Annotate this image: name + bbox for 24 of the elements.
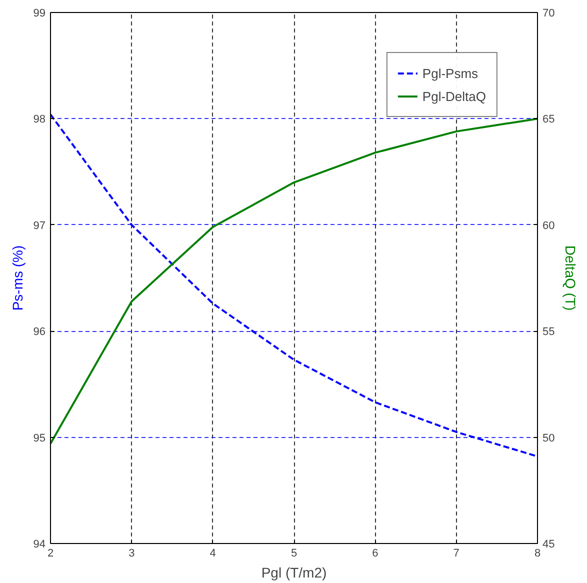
x-tick-label: 3 [128, 548, 135, 560]
y2-tick-label: 45 [542, 538, 555, 550]
y2-tick-label: 65 [542, 114, 555, 126]
x-tick-label: 8 [534, 548, 541, 560]
y-tick-label: 98 [33, 114, 46, 126]
x-tick-label: 4 [210, 548, 216, 560]
legend-label: Pgl-Psms [422, 66, 478, 80]
y-tick-label: 96 [33, 326, 46, 338]
y-tick-label: 94 [33, 538, 46, 550]
y2-tick-label: 60 [542, 220, 555, 232]
y2-tick-label: 50 [542, 432, 555, 444]
y-tick-label: 97 [33, 220, 46, 232]
x-tick-label: 5 [290, 548, 298, 560]
y-tick-label: 95 [33, 432, 46, 444]
legend-label: Pgl-DeltaQ [422, 88, 486, 104]
y2-tick-label: 70 [542, 8, 555, 20]
x-tick-label: 7 [453, 548, 460, 560]
y2-tick-label: 55 [542, 326, 555, 338]
y2-axis-title: DeltaQ (T) [562, 245, 579, 311]
x-axis-title: Pgl (T/m2) [261, 564, 327, 580]
y-axis-title: Ps-ms (%) [9, 245, 26, 311]
x-tick-label: 2 [47, 548, 54, 560]
y-tick-label: 99 [33, 8, 46, 20]
x-tick-label: 6 [372, 548, 378, 560]
